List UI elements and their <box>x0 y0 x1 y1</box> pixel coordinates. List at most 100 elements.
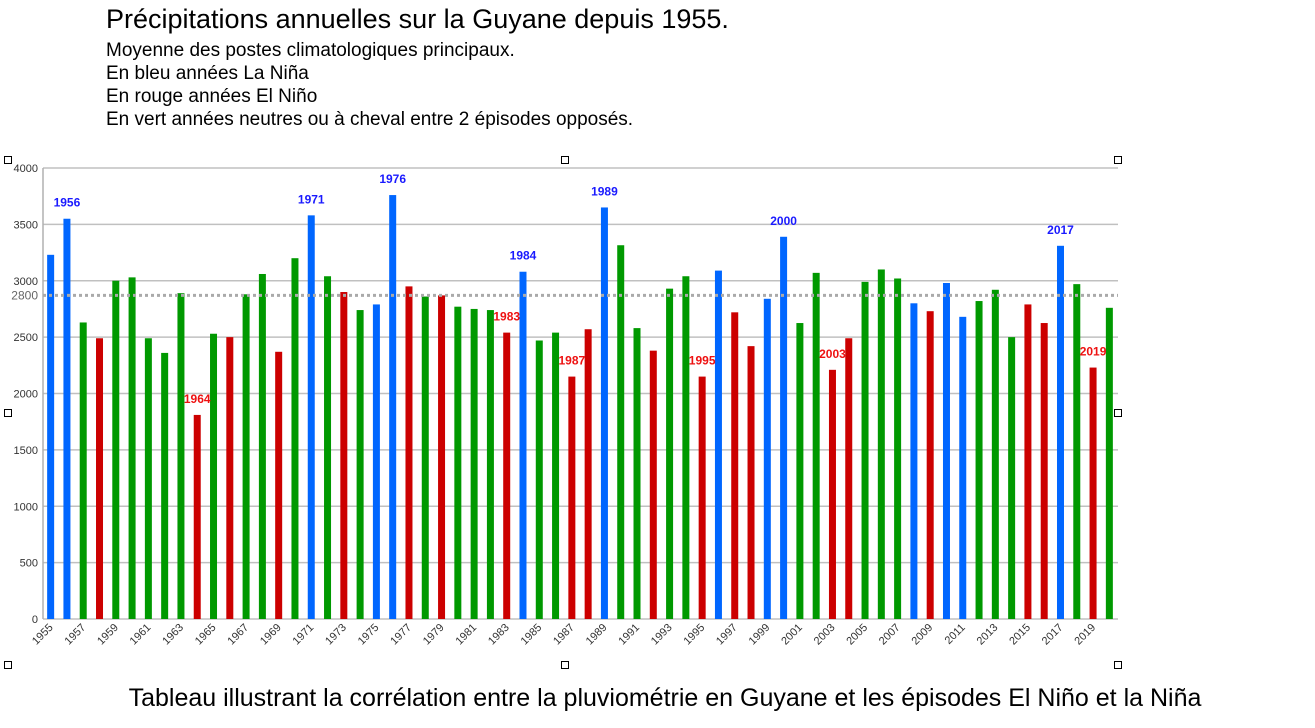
x-tick-label: 1961 <box>128 622 154 648</box>
y-tick-label: 2500 <box>14 332 38 344</box>
annotation-2000: 2000 <box>770 214 797 228</box>
bar-1991 <box>633 328 641 619</box>
bar-1962 <box>161 352 169 619</box>
x-tick-label: 1967 <box>225 622 251 648</box>
y-tick-label: 3000 <box>14 276 38 288</box>
bar-2001 <box>796 323 804 619</box>
bar-1986 <box>552 332 560 619</box>
annotation-1983: 1983 <box>493 310 520 324</box>
annotation-2003: 2003 <box>819 347 846 361</box>
x-tick-label: 1983 <box>486 622 512 648</box>
bar-1992 <box>649 350 657 619</box>
y-tick-label: 4000 <box>14 163 38 175</box>
x-tick-label: 1993 <box>649 622 675 648</box>
bar-1957 <box>79 322 87 619</box>
bar-2015 <box>1024 304 1032 619</box>
bar-2010 <box>942 283 950 619</box>
bar-2004 <box>845 338 853 619</box>
bar-2005 <box>861 281 869 619</box>
bar-2012 <box>975 301 983 619</box>
selection-handle <box>561 156 569 164</box>
bar-1972 <box>324 276 332 619</box>
bar-1985 <box>535 340 543 619</box>
x-tick-label: 2017 <box>1040 622 1066 648</box>
x-tick-label: 1977 <box>388 622 414 648</box>
bar-1984 <box>519 271 527 619</box>
bar-1983 <box>503 332 511 619</box>
bar-1968 <box>258 273 266 619</box>
x-tick-label: 1991 <box>616 622 642 648</box>
bar-1969 <box>275 351 283 619</box>
y-tick-label: 2000 <box>14 389 38 401</box>
bar-2019 <box>1089 367 1097 619</box>
bar-1989 <box>600 207 608 619</box>
bar-1988 <box>584 329 592 619</box>
annotation-1995: 1995 <box>689 354 716 368</box>
y-tick-label: 1500 <box>14 445 38 457</box>
y-tick-label: 500 <box>20 558 38 570</box>
bar-1959 <box>112 280 120 619</box>
annotation-2017: 2017 <box>1047 223 1074 237</box>
bar-2017 <box>1056 245 1064 620</box>
x-tick-label: 1965 <box>193 622 219 648</box>
x-tick-label: 1985 <box>519 622 545 648</box>
x-tick-label: 1975 <box>356 622 382 648</box>
legend-line-nino: En rouge années El Niño <box>106 86 318 107</box>
annotation-2019: 2019 <box>1080 345 1107 359</box>
annotation-1987: 1987 <box>559 354 586 368</box>
bar-2020 <box>1105 307 1113 619</box>
bar-1996 <box>714 270 722 619</box>
subtitle-line: Moyenne des postes climatologiques princ… <box>106 40 515 61</box>
bar-1975 <box>372 304 380 619</box>
annotation-1984: 1984 <box>510 249 537 263</box>
bar-1973 <box>340 292 348 619</box>
selection-handle <box>4 156 12 164</box>
selection-handle <box>4 661 12 669</box>
bar-2006 <box>877 269 885 619</box>
bar-1981 <box>470 308 478 619</box>
bar-1997 <box>731 312 739 619</box>
bar-1982 <box>486 310 494 619</box>
x-tick-label: 1979 <box>421 622 447 648</box>
bar-1964 <box>193 414 201 619</box>
bar-1956 <box>63 218 71 620</box>
bar-1961 <box>144 338 152 619</box>
x-tick-label: 1989 <box>584 622 610 648</box>
bar-2014 <box>1008 337 1016 619</box>
bar-1993 <box>666 288 674 619</box>
annotation-1989: 1989 <box>591 184 618 198</box>
annotation-1964: 1964 <box>184 392 211 406</box>
selection-handle <box>1114 661 1122 669</box>
selection-handle <box>1114 156 1122 164</box>
bar-1963 <box>177 293 185 619</box>
x-tick-label: 1995 <box>681 622 707 648</box>
bar-2008 <box>910 303 918 619</box>
x-tick-label: 2007 <box>877 622 903 648</box>
annotation-1971: 1971 <box>298 192 325 206</box>
y-tick-label: 0 <box>32 614 38 626</box>
selection-handle <box>1114 409 1122 417</box>
x-tick-label: 1997 <box>714 622 740 648</box>
bar-chart: 0 500 1000 1500 2000 2500 3000 3500 4000 2800 1956… <box>4 156 1122 669</box>
x-tick-label: 2015 <box>1007 622 1033 648</box>
x-tick-label: 2001 <box>779 622 805 648</box>
mean-line-label: 2800 <box>11 288 38 302</box>
x-tick-label: 1987 <box>551 622 577 648</box>
chart-title: Précipitations annuelles sur la Guyane d… <box>106 4 729 34</box>
legend-line-nina: En bleu années La Niña <box>106 63 309 84</box>
bar-1976 <box>389 195 397 619</box>
bar-2013 <box>991 289 999 619</box>
annotation-1976: 1976 <box>379 172 406 186</box>
bar-1971 <box>307 215 315 620</box>
caption: Tableau illustrant la corrélation entre … <box>128 684 1202 712</box>
bar-1990 <box>617 245 625 619</box>
y-tick-label: 1000 <box>14 501 38 513</box>
bar-1970 <box>291 258 299 619</box>
bar-1995 <box>698 376 706 619</box>
bar-1955 <box>47 254 55 619</box>
bar-1998 <box>747 346 755 619</box>
x-tick-label: 2011 <box>943 622 968 647</box>
bar-1958 <box>96 338 104 619</box>
x-tick-label: 1981 <box>453 622 479 648</box>
x-tick-label: 1969 <box>258 622 284 648</box>
